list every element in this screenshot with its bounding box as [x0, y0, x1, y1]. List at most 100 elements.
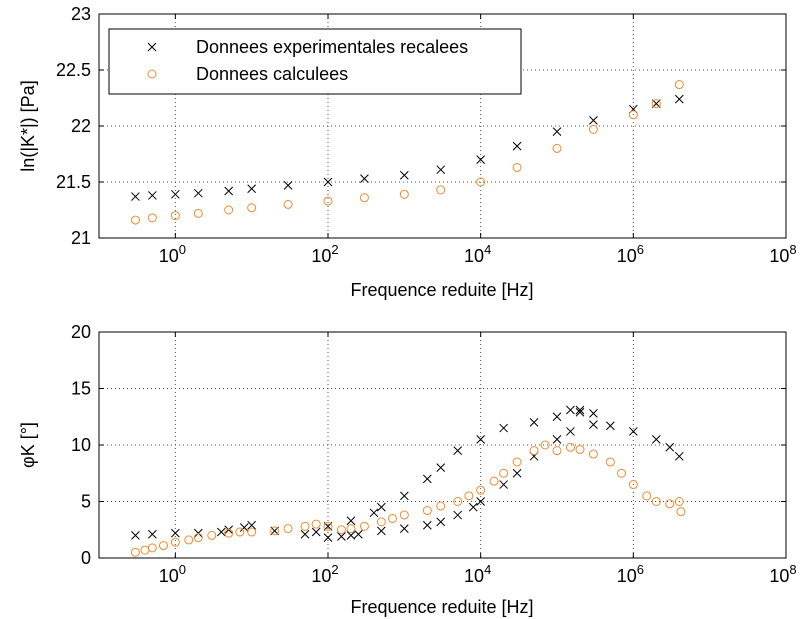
x-tick-label: 106 [617, 562, 644, 586]
data-point-o [388, 513, 398, 523]
x-tick-label-exponent: 8 [789, 242, 796, 257]
data-point-x [589, 420, 598, 430]
data-point-o [651, 497, 661, 506]
data-point-x [422, 474, 432, 484]
data-point-o [159, 541, 169, 551]
x-tick-label: 104 [464, 562, 491, 586]
data-point-o [512, 457, 522, 467]
data-point-o [130, 215, 140, 225]
x-tick-label-base: 10 [464, 566, 484, 586]
y-tick-label: 10 [71, 435, 91, 455]
data-point-x [247, 184, 257, 194]
data-point-o [300, 521, 310, 531]
data-point-x [283, 181, 293, 190]
series-calculated [130, 80, 684, 225]
data-point-o [359, 521, 369, 531]
x-tick-label-exponent: 0 [179, 242, 186, 257]
data-point-o [184, 535, 194, 545]
y-tick-label: 15 [71, 379, 91, 399]
data-point-o [617, 468, 627, 478]
data-point-x [674, 94, 684, 104]
data-point-x [193, 528, 203, 538]
data-point-o [399, 189, 409, 199]
data-point-o [588, 449, 598, 459]
legend-marker-calculated [147, 69, 157, 79]
x-tick-label: 108 [769, 242, 796, 266]
series-calculated [130, 440, 686, 557]
y-tick-label: 21.5 [56, 172, 91, 192]
data-point-o [512, 162, 522, 172]
x-tick-label-base: 10 [769, 246, 789, 266]
data-point-o [323, 196, 333, 206]
legend-label-experimental: Donnees experimentales recalees [196, 37, 468, 57]
x-axis-label: Frequence reduite [Hz] [350, 597, 533, 617]
legend: Donnees experimentales recalees Donnees … [108, 28, 522, 95]
data-point-o [422, 506, 432, 516]
data-point-o [642, 491, 652, 501]
y-tick-label: 5 [81, 492, 91, 512]
data-point-x [499, 423, 508, 433]
data-point-x [453, 510, 463, 520]
data-point-x [131, 192, 140, 201]
data-point-x [512, 468, 522, 478]
x-tick-label-base: 10 [159, 246, 179, 266]
data-point-x [311, 527, 321, 537]
x-tick-label: 104 [464, 242, 491, 266]
data-point-x [369, 508, 379, 518]
x-tick-label: 106 [617, 242, 644, 266]
data-point-o [476, 177, 486, 187]
data-point-x [354, 529, 363, 539]
axes-frame [98, 13, 787, 239]
data-point-x [436, 517, 446, 527]
data-point-x [552, 434, 562, 444]
data-point-o [346, 524, 356, 534]
data-point-x [589, 116, 598, 125]
x-tick-label: 102 [311, 562, 338, 586]
y-tick-label: 23 [71, 4, 91, 24]
data-point-o [130, 547, 140, 557]
data-point-o [436, 501, 446, 511]
x-tick-label-exponent: 8 [789, 562, 796, 577]
x-tick-label-exponent: 2 [331, 562, 338, 577]
axes-frame [98, 331, 787, 559]
x-tick-label: 100 [159, 562, 186, 586]
data-point-o [676, 507, 686, 517]
data-point-x [148, 191, 157, 200]
data-point-o [147, 543, 157, 553]
y-tick-label: 21 [71, 228, 91, 248]
data-point-x [224, 186, 234, 196]
data-point-o [588, 124, 598, 134]
data-point-o [399, 510, 409, 520]
data-point-x [148, 529, 157, 539]
data-point-o [247, 527, 257, 537]
data-point-o [376, 517, 386, 527]
data-point-x [323, 533, 333, 543]
x-tick-label: 108 [769, 562, 796, 586]
data-point-x [399, 170, 409, 180]
data-point-o [193, 208, 203, 218]
data-point-x [575, 405, 585, 415]
data-point-o [170, 537, 180, 547]
data-point-x [170, 528, 180, 538]
data-point-o [489, 476, 499, 486]
legend-marker-experimental [147, 42, 157, 52]
data-point-x [476, 155, 486, 164]
data-point-o [529, 446, 539, 456]
x-tick-label-exponent: 6 [637, 242, 644, 257]
data-point-o [359, 193, 369, 203]
data-point-x [377, 502, 386, 512]
data-point-x [552, 127, 562, 136]
legend-x-glyph [147, 42, 157, 52]
data-point-x [476, 497, 486, 506]
data-point-o [674, 497, 684, 506]
legend-o-glyph [147, 69, 157, 79]
data-point-o [247, 203, 257, 213]
data-point-x [224, 525, 234, 535]
data-point-x [566, 405, 575, 415]
data-point-x [589, 409, 598, 418]
data-point-x [422, 520, 432, 530]
x-tick-label-exponent: 4 [484, 562, 491, 577]
data-point-o [270, 526, 280, 536]
